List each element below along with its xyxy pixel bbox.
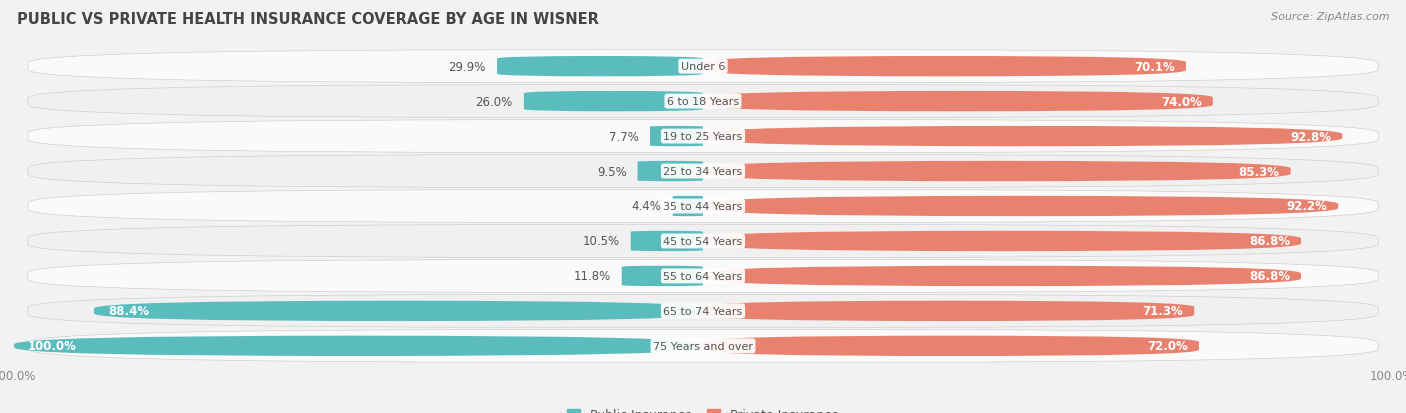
Text: 10.5%: 10.5% — [582, 235, 620, 248]
Text: 35 to 44 Years: 35 to 44 Years — [664, 202, 742, 211]
Text: 86.8%: 86.8% — [1249, 270, 1289, 283]
Legend: Public Insurance, Private Insurance: Public Insurance, Private Insurance — [562, 404, 844, 413]
Text: 4.4%: 4.4% — [631, 200, 662, 213]
FancyBboxPatch shape — [703, 127, 1343, 147]
Text: Under 6: Under 6 — [681, 62, 725, 72]
Text: PUBLIC VS PRIVATE HEALTH INSURANCE COVERAGE BY AGE IN WISNER: PUBLIC VS PRIVATE HEALTH INSURANCE COVER… — [17, 12, 599, 27]
FancyBboxPatch shape — [703, 301, 1194, 321]
Text: 19 to 25 Years: 19 to 25 Years — [664, 132, 742, 142]
Text: 92.2%: 92.2% — [1286, 200, 1327, 213]
FancyBboxPatch shape — [650, 127, 703, 147]
FancyBboxPatch shape — [703, 231, 1301, 252]
Text: 74.0%: 74.0% — [1161, 95, 1202, 108]
Text: 29.9%: 29.9% — [449, 61, 486, 74]
FancyBboxPatch shape — [703, 57, 1185, 77]
FancyBboxPatch shape — [28, 85, 1378, 118]
Text: 85.3%: 85.3% — [1239, 165, 1279, 178]
FancyBboxPatch shape — [703, 161, 1291, 182]
Text: 26.0%: 26.0% — [475, 95, 513, 108]
FancyBboxPatch shape — [703, 92, 1213, 112]
FancyBboxPatch shape — [524, 92, 703, 112]
FancyBboxPatch shape — [28, 190, 1378, 223]
FancyBboxPatch shape — [631, 231, 703, 252]
Text: 88.4%: 88.4% — [108, 305, 149, 318]
FancyBboxPatch shape — [28, 155, 1378, 188]
FancyBboxPatch shape — [28, 330, 1378, 362]
FancyBboxPatch shape — [496, 57, 703, 77]
FancyBboxPatch shape — [703, 196, 1339, 217]
Text: 71.3%: 71.3% — [1143, 305, 1184, 318]
Text: 100.0%: 100.0% — [28, 339, 77, 352]
FancyBboxPatch shape — [28, 260, 1378, 293]
FancyBboxPatch shape — [28, 225, 1378, 258]
Text: 11.8%: 11.8% — [574, 270, 610, 283]
Text: 6 to 18 Years: 6 to 18 Years — [666, 97, 740, 107]
Text: 45 to 54 Years: 45 to 54 Years — [664, 236, 742, 247]
FancyBboxPatch shape — [672, 196, 703, 217]
FancyBboxPatch shape — [28, 120, 1378, 153]
Text: 72.0%: 72.0% — [1147, 339, 1188, 352]
Text: 70.1%: 70.1% — [1135, 61, 1175, 74]
FancyBboxPatch shape — [703, 336, 1199, 356]
FancyBboxPatch shape — [94, 301, 703, 321]
Text: 7.7%: 7.7% — [609, 130, 638, 143]
FancyBboxPatch shape — [28, 51, 1378, 83]
FancyBboxPatch shape — [28, 295, 1378, 328]
Text: 55 to 64 Years: 55 to 64 Years — [664, 271, 742, 281]
FancyBboxPatch shape — [621, 266, 703, 286]
Text: 65 to 74 Years: 65 to 74 Years — [664, 306, 742, 316]
FancyBboxPatch shape — [637, 161, 703, 182]
Text: 9.5%: 9.5% — [596, 165, 627, 178]
Text: 86.8%: 86.8% — [1249, 235, 1289, 248]
Text: 25 to 34 Years: 25 to 34 Years — [664, 166, 742, 177]
Text: 92.8%: 92.8% — [1291, 130, 1331, 143]
FancyBboxPatch shape — [703, 266, 1301, 286]
FancyBboxPatch shape — [14, 336, 703, 356]
Text: Source: ZipAtlas.com: Source: ZipAtlas.com — [1271, 12, 1389, 22]
Text: 75 Years and over: 75 Years and over — [652, 341, 754, 351]
